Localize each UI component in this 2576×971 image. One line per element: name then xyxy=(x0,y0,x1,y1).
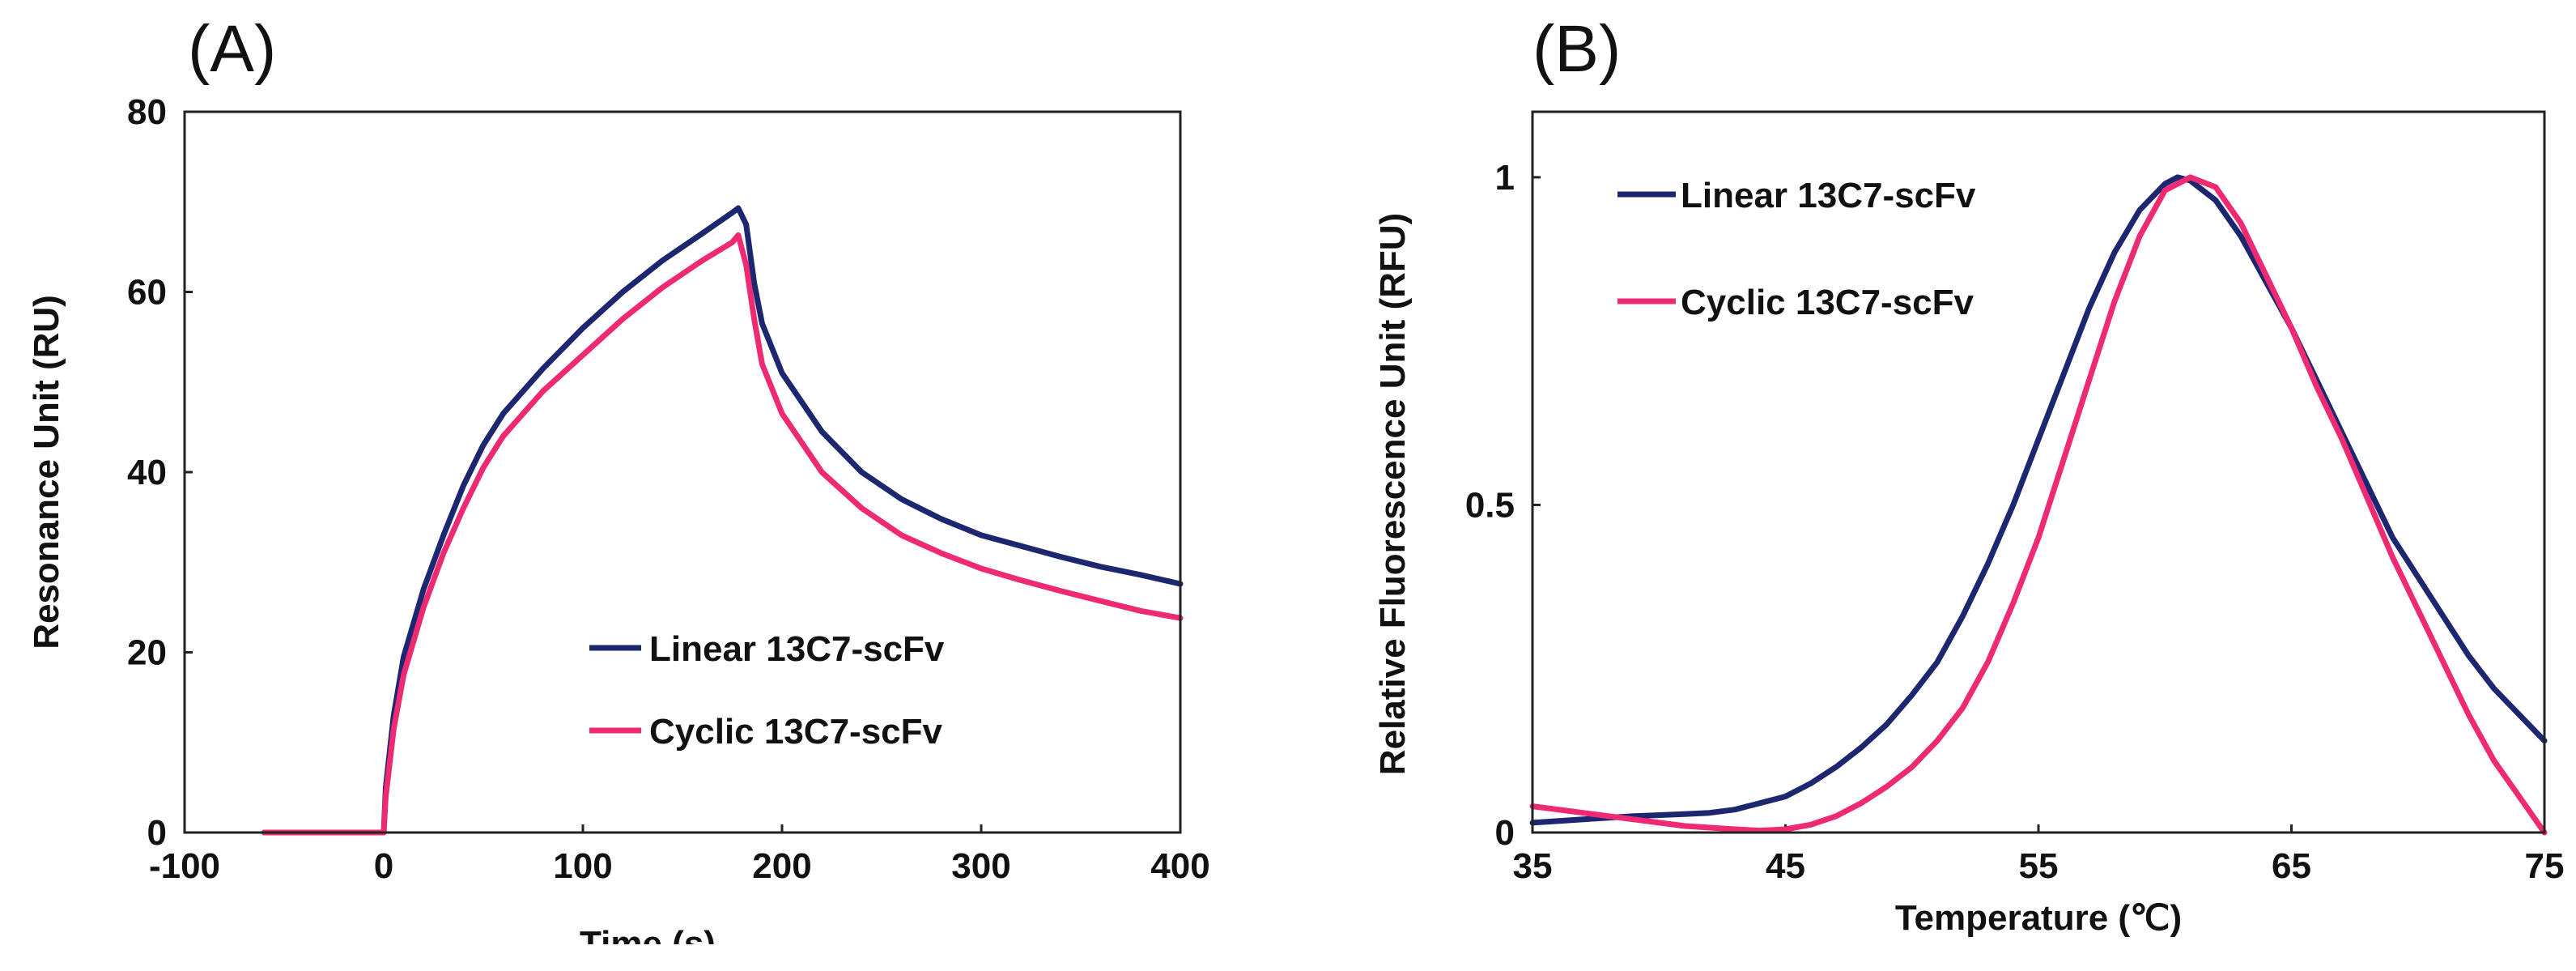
panel-b-legend-label-cyclic: Cyclic 13C7-scFv xyxy=(1681,283,1975,322)
panel-b-x-tick-label: 75 xyxy=(2525,846,2565,886)
panel-a-plot-frame xyxy=(183,110,1182,834)
panel-a-x-tick-label: 300 xyxy=(951,846,1010,886)
panel-a-x-ticks: -100 0 100 200 300 400 xyxy=(149,824,1210,886)
panel-a-x-tick-label: 100 xyxy=(553,846,612,886)
panel-a-y-tick-label: 80 xyxy=(127,92,167,132)
panel-b-series-cyclic xyxy=(1529,174,2548,836)
panel-a-y-tick-label: 20 xyxy=(127,633,167,673)
panel-b-x-tick-label: 45 xyxy=(1766,846,1805,886)
panel-b-y-tick-label: 1 xyxy=(1495,158,1515,198)
panel-a-y-axis-label: Resonance Unit (RU) xyxy=(27,295,66,649)
panel-b: (B) 35 45 55 65 75 00.51 Relative Fluorescen… xyxy=(1373,12,2564,938)
panel-b-x-axis-label: Temperature (℃) xyxy=(1895,898,2182,938)
panel-b-legend: Linear 13C7-scFv Cyclic 13C7-scFv xyxy=(1617,176,1976,322)
panel-a-x-tick-label: 0 xyxy=(374,846,393,886)
panel-a-letter: (A) xyxy=(188,12,276,86)
panel-b-y-tick-label: 0.5 xyxy=(1465,485,1515,525)
panel-a-x-tick-label: -100 xyxy=(149,846,220,886)
panel-a-y-ticks: 0 20 40 60 80 xyxy=(127,92,193,853)
panel-a-y-tick-label: 60 xyxy=(127,273,167,313)
panel-b-y-axis-label: Relative Fluorescence Unit (RFU) xyxy=(1373,213,1413,775)
panel-b-series xyxy=(1529,174,2548,836)
panel-b-plot-frame xyxy=(1531,110,2546,834)
panel-a-x-tick-label: 400 xyxy=(1150,846,1209,886)
panel-b-y-ticks: 00.51 xyxy=(1465,158,1541,853)
panel-b-series-linear xyxy=(1529,174,2548,826)
panel-b-letter: (B) xyxy=(1532,12,1621,86)
panel-a-series-cyclic xyxy=(261,232,1184,836)
panel-b-x-tick-label: 55 xyxy=(2019,846,2059,886)
panel-b-x-tick-label: 65 xyxy=(2272,846,2311,886)
panel-b-x-tick-label: 35 xyxy=(1513,846,1553,886)
panel-a-x-label-clip: Time (s) xyxy=(580,924,716,964)
panel-a-legend-label-cyclic: Cyclic 13C7-scFv xyxy=(649,712,943,752)
panel-b-y-tick-label: 0 xyxy=(1495,813,1515,853)
panel-b-legend-label-linear: Linear 13C7-scFv xyxy=(1681,176,1976,215)
panel-a-series-linear xyxy=(261,205,1184,836)
panel-a-x-axis-label: Time (s) xyxy=(580,924,716,964)
panel-a-legend-label-linear: Linear 13C7-scFv xyxy=(649,629,945,669)
panel-a-series xyxy=(261,205,1184,836)
panel-a-y-tick-label: 0 xyxy=(147,813,167,853)
panel-a-legend: Linear 13C7-scFv Cyclic 13C7-scFv xyxy=(589,629,945,752)
panel-a-x-tick-label: 200 xyxy=(752,846,811,886)
panel-a-y-tick-label: 40 xyxy=(127,453,167,492)
